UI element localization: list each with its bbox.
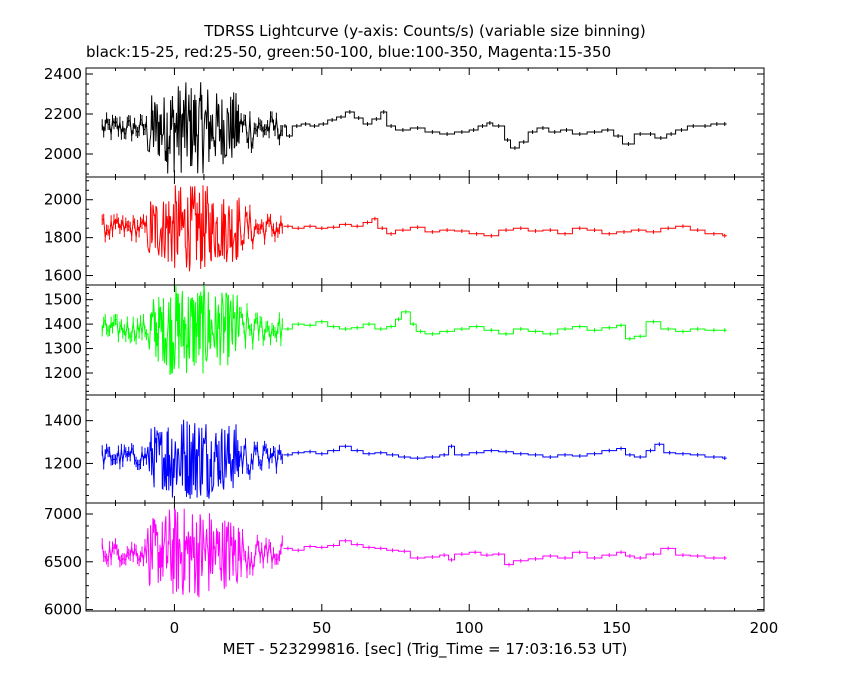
y-tick-label: 1300 [44,340,82,358]
x-tick-label: 50 [312,619,331,637]
series-red-steps [283,218,727,237]
series-green-steps [283,311,727,340]
series-black-burst [101,82,283,174]
series-black-errors [101,111,283,153]
y-tick-label: 1500 [44,291,82,309]
y-tick-label: 1800 [44,229,82,247]
y-tick-label: 1400 [44,412,82,430]
y-tick-label: 6500 [44,553,82,571]
series-blue-errors [101,438,283,480]
series-magenta-errors [101,529,283,579]
x-tick-label: 0 [170,619,180,637]
series-black-steps [283,111,727,149]
series-blue-steps [283,443,727,459]
y-tick-label: 1200 [44,454,82,472]
series-red-errors [101,204,283,251]
y-tick-label: 2400 [44,65,82,83]
y-tick-label: 7000 [44,505,82,523]
x-tick-label: 200 [750,619,779,637]
y-tick-label: 1200 [44,364,82,382]
series-green-errors [101,303,283,350]
y-tick-label: 2000 [44,191,82,209]
y-tick-label: 2000 [44,145,82,163]
x-tick-label: 100 [455,619,484,637]
series-magenta-burst [101,507,283,598]
panel-frame-magenta [85,502,765,612]
x-tick-label: 150 [602,619,631,637]
x-axis-label: MET - 523299816. [sec] (Trig_Time = 17:0… [222,640,628,658]
chart-subtitle: black:15-25, red:25-50, green:50-100, bl… [86,43,612,61]
y-tick-label: 1400 [44,315,82,333]
series-magenta-steps [283,540,727,566]
y-tick-label: 2200 [44,105,82,123]
y-tick-label: 6000 [44,601,82,619]
y-tick-label: 1600 [44,267,82,285]
series-green-burst [101,284,283,375]
chart-title: TDRSS Lightcurve (y-axis: Counts/s) (var… [204,22,646,40]
series-blue-burst [101,419,283,499]
series-red-burst [101,185,283,272]
